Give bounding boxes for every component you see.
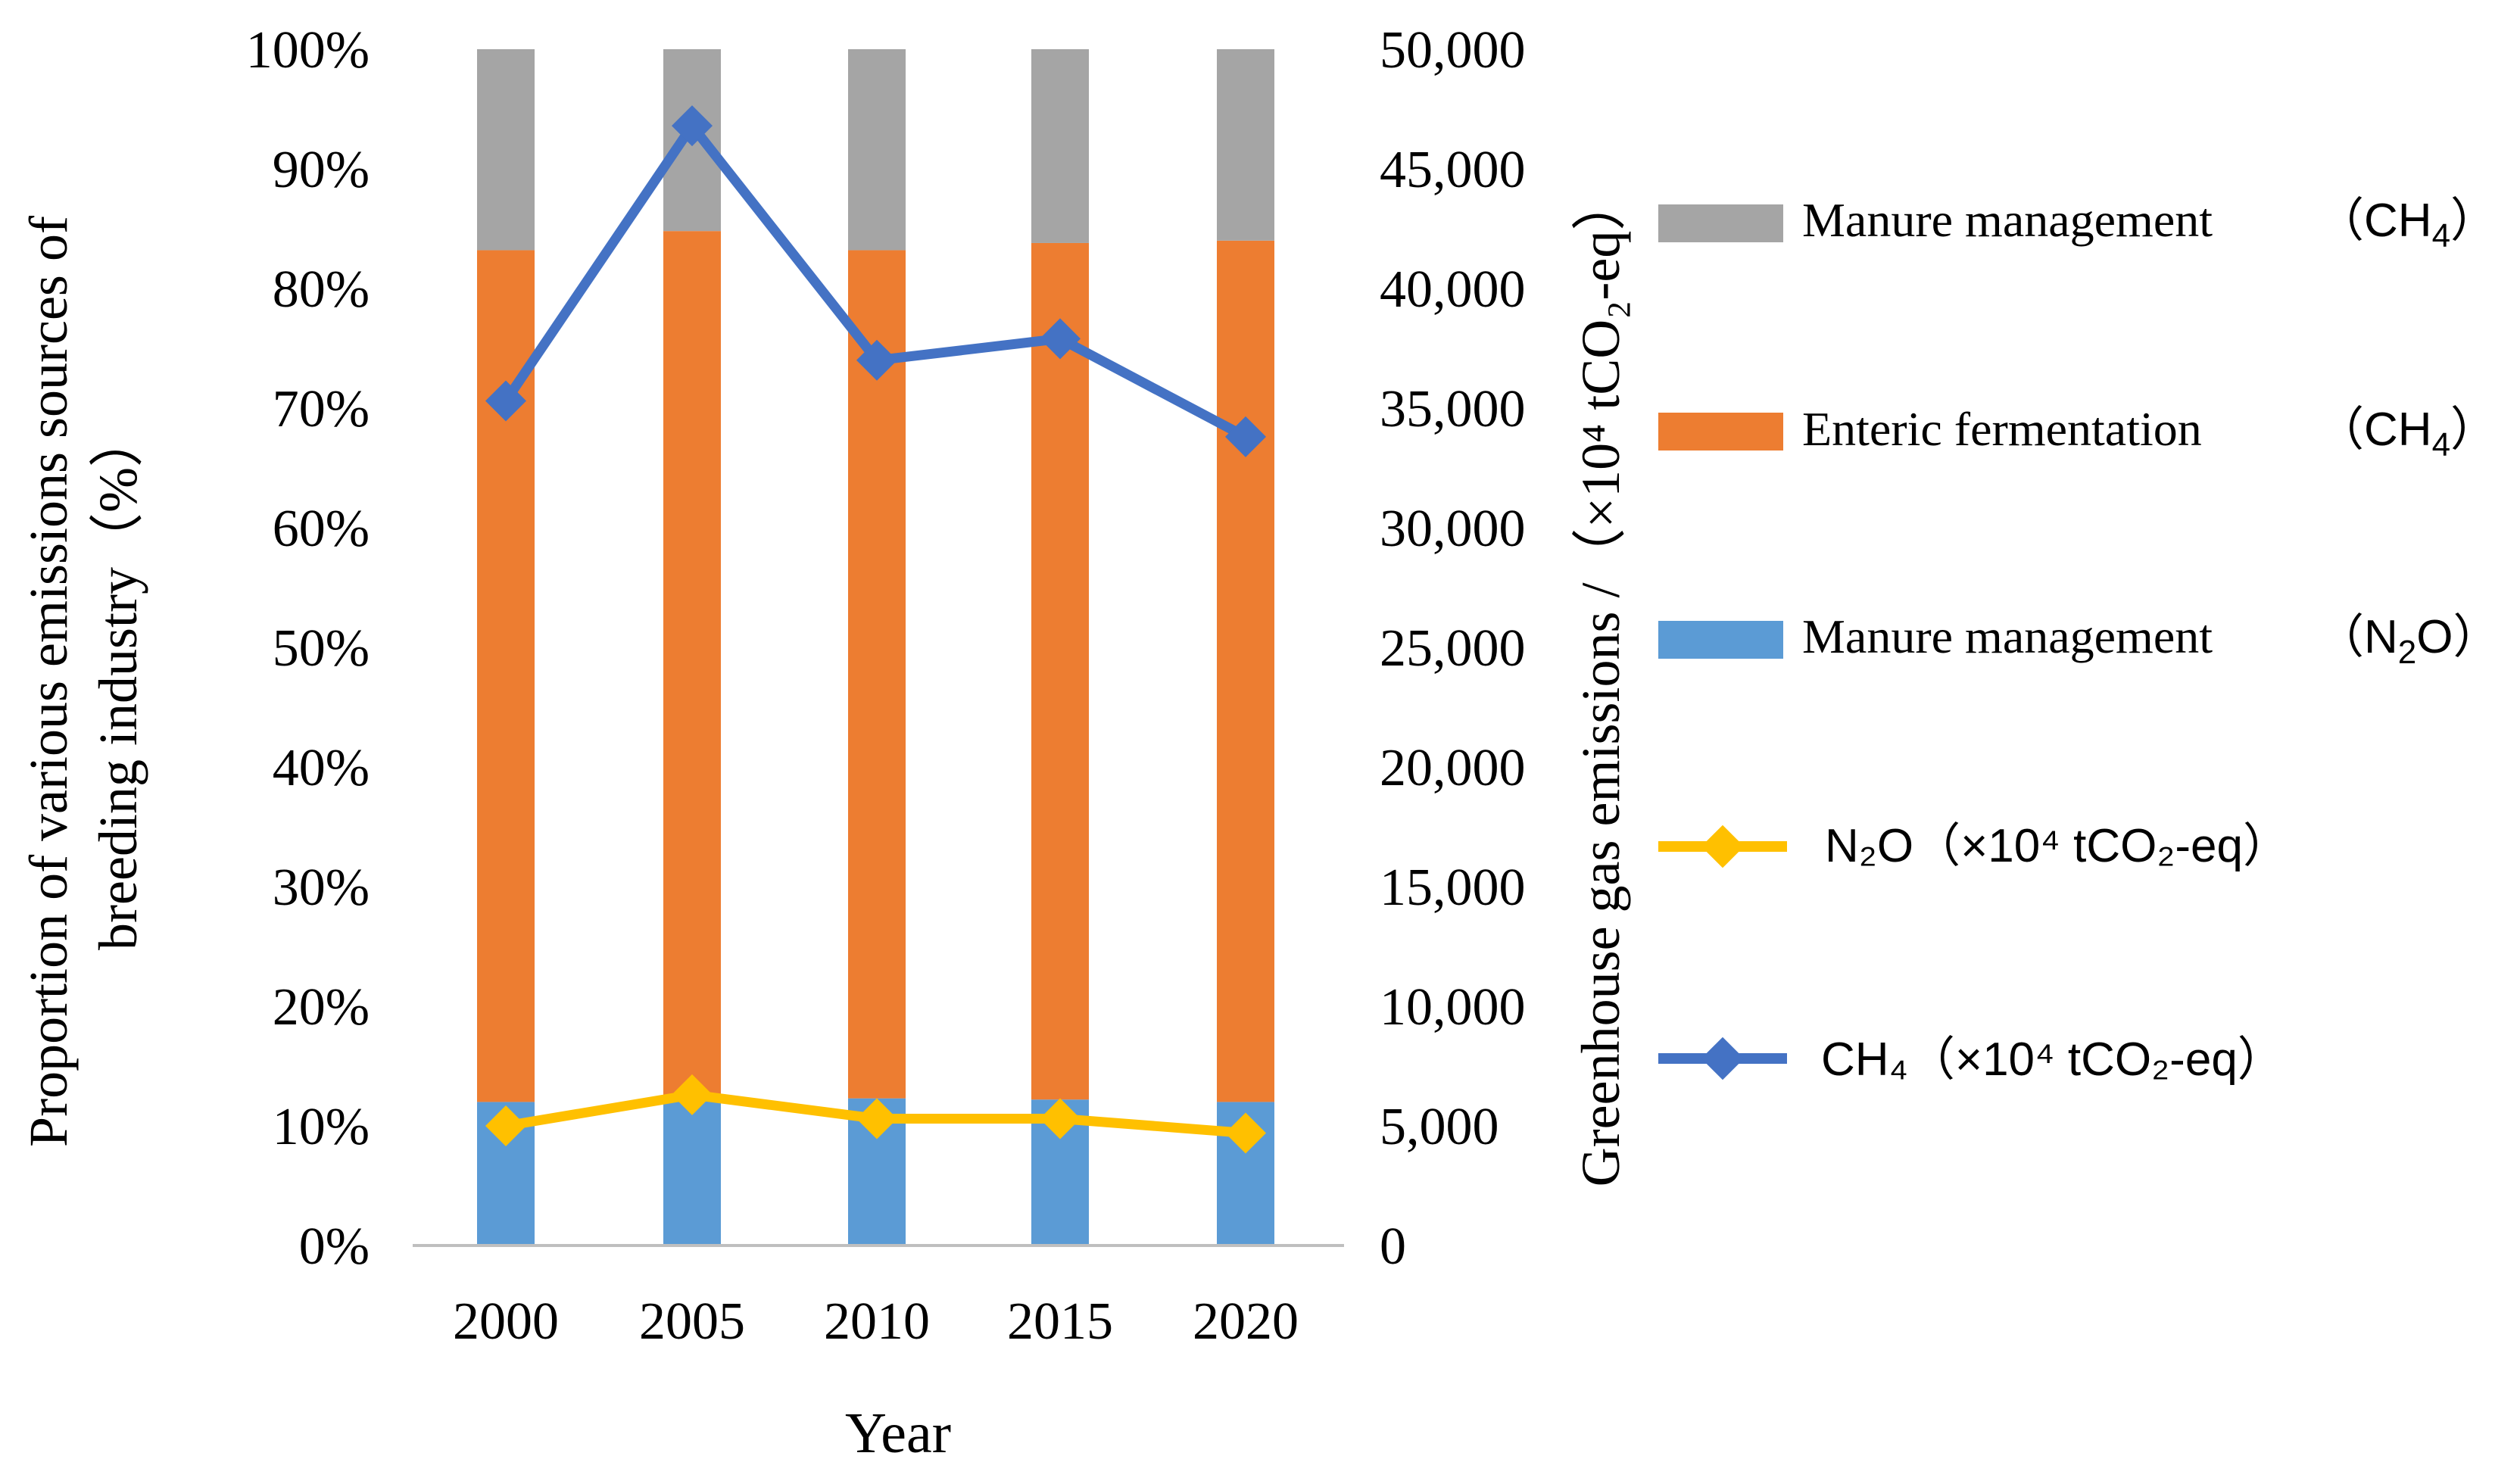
right-tick-label: 40,000 bbox=[1380, 260, 1526, 319]
right-tick-label: 45,000 bbox=[1380, 141, 1526, 199]
bar-enteric-fermentation-ch4-2010 bbox=[848, 250, 906, 1099]
x-tick-label: 2000 bbox=[453, 1292, 559, 1351]
bar-manure-management-n2o-2005 bbox=[663, 1096, 721, 1246]
legend-item-manure-n2o: Manure management （N2O） bbox=[1658, 610, 2500, 671]
legend-label-manure-ch4: Manure management bbox=[1802, 193, 2213, 247]
point-ch4-10-tco-eq-2015 bbox=[1040, 318, 1081, 360]
right-tick-label: 0 bbox=[1380, 1217, 1406, 1276]
point-n2o-10-tco-eq-2020 bbox=[1225, 1112, 1266, 1154]
x-tick-label: 2015 bbox=[1007, 1292, 1113, 1351]
legend-label-ch4-line: CH₄（×10⁴ tCO₂-eq） bbox=[1821, 1034, 2285, 1086]
left-axis-ticks: 0% 10% 20% 30% 40% 50% 60% 70% 80% 90% 100% bbox=[246, 21, 370, 1276]
left-axis-title: Proportion of various emissions sources … bbox=[18, 216, 148, 1147]
legend-swatch-enteric-ch4 bbox=[1658, 413, 1783, 450]
left-tick-label: 0% bbox=[299, 1217, 370, 1276]
bar-enteric-fermentation-ch4-2005 bbox=[663, 231, 721, 1096]
left-tick-label: 30% bbox=[273, 859, 370, 917]
right-tick-label: 35,000 bbox=[1380, 380, 1526, 438]
point-n2o-10-tco-eq-2000 bbox=[485, 1105, 526, 1146]
x-axis-title: Year bbox=[845, 1401, 951, 1465]
right-tick-label: 15,000 bbox=[1380, 859, 1526, 917]
legend-marker-n2o bbox=[1701, 825, 1745, 868]
x-tick-label: 2020 bbox=[1193, 1292, 1299, 1351]
legend-item-enteric-ch4: Enteric fermentation （CH4） bbox=[1658, 402, 2497, 463]
point-ch4-10-tco-eq-2020 bbox=[1225, 416, 1266, 457]
x-tick-label: 2005 bbox=[639, 1292, 745, 1351]
right-tick-label: 50,000 bbox=[1380, 21, 1526, 80]
right-tick-label: 10,000 bbox=[1380, 978, 1526, 1037]
bar-enteric-fermentation-ch4-2015 bbox=[1031, 242, 1089, 1100]
right-axis-title: Greenhouse gas emissions /（×10⁴ tCO₂-eq） bbox=[1570, 176, 1631, 1187]
right-tick-label: 25,000 bbox=[1380, 619, 1526, 678]
left-tick-label: 80% bbox=[273, 260, 370, 319]
bar-manure-management-ch4-2020 bbox=[1217, 49, 1274, 241]
left-tick-label: 70% bbox=[273, 380, 370, 438]
right-axis-ticks: 0 5,000 10,000 15,000 20,000 25,000 30,000 35,0… bbox=[1380, 21, 1526, 1276]
left-tick-label: 10% bbox=[273, 1098, 370, 1156]
legend-swatch-manure-n2o bbox=[1658, 621, 1783, 659]
left-tick-label: 40% bbox=[273, 739, 370, 797]
x-axis-ticks: 2000 2005 2010 2015 2020 bbox=[453, 1292, 1299, 1351]
legend-suffix-manure-ch4: （CH4） bbox=[2317, 195, 2497, 254]
point-n2o-10-tco-eq-2015 bbox=[1040, 1098, 1081, 1140]
legend-item-n2o-line: N₂O（×10⁴ tCO₂-eq） bbox=[1658, 820, 2290, 872]
point-ch4-10-tco-eq-2005 bbox=[672, 105, 713, 147]
left-tick-label: 50% bbox=[273, 619, 370, 678]
point-ch4-10-tco-eq-2000 bbox=[485, 380, 526, 422]
left-tick-label: 90% bbox=[273, 141, 370, 199]
legend-item-manure-ch4: Manure management （CH4） bbox=[1658, 193, 2497, 254]
legend-label-enteric-ch4: Enteric fermentation bbox=[1802, 402, 2202, 456]
left-axis-title-line-2: breeding industry（%） bbox=[88, 413, 148, 950]
left-tick-label: 100% bbox=[246, 21, 370, 80]
legend-item-ch4-line: CH₄（×10⁴ tCO₂-eq） bbox=[1658, 1034, 2285, 1086]
point-n2o-10-tco-eq-2010 bbox=[856, 1098, 897, 1140]
legend-swatch-manure-ch4 bbox=[1658, 204, 1783, 242]
bar-manure-management-ch4-2010 bbox=[848, 49, 906, 251]
point-ch4-10-tco-eq-2010 bbox=[856, 339, 897, 381]
left-tick-label: 20% bbox=[273, 978, 370, 1037]
left-tick-label: 60% bbox=[273, 500, 370, 558]
right-axis-title-text: Greenhouse gas emissions /（×10⁴ tCO₂-eq） bbox=[1570, 176, 1631, 1187]
bar-enteric-fermentation-ch4-2020 bbox=[1217, 240, 1274, 1102]
right-tick-label: 30,000 bbox=[1380, 500, 1526, 558]
bar-manure-management-ch4-2000 bbox=[477, 49, 535, 251]
legend-marker-ch4 bbox=[1701, 1037, 1745, 1080]
legend: Manure management （CH4） Enteric fermenta… bbox=[1658, 193, 2500, 1086]
line-layer bbox=[485, 105, 1266, 1154]
x-tick-label: 2010 bbox=[824, 1292, 930, 1351]
left-axis-title-line-1: Proportion of various emissions sources … bbox=[18, 216, 79, 1147]
legend-label-manure-n2o: Manure management bbox=[1802, 610, 2213, 663]
legend-suffix-enteric-ch4: （CH4） bbox=[2317, 404, 2497, 463]
right-tick-label: 20,000 bbox=[1380, 739, 1526, 797]
right-tick-label: 5,000 bbox=[1380, 1098, 1499, 1156]
bar-layer bbox=[477, 49, 1274, 1246]
bar-manure-management-ch4-2015 bbox=[1031, 49, 1089, 243]
legend-suffix-manure-n2o: （N2O） bbox=[2317, 611, 2500, 671]
point-n2o-10-tco-eq-2005 bbox=[672, 1074, 713, 1115]
legend-label-n2o-line: N₂O（×10⁴ tCO₂-eq） bbox=[1825, 820, 2290, 872]
